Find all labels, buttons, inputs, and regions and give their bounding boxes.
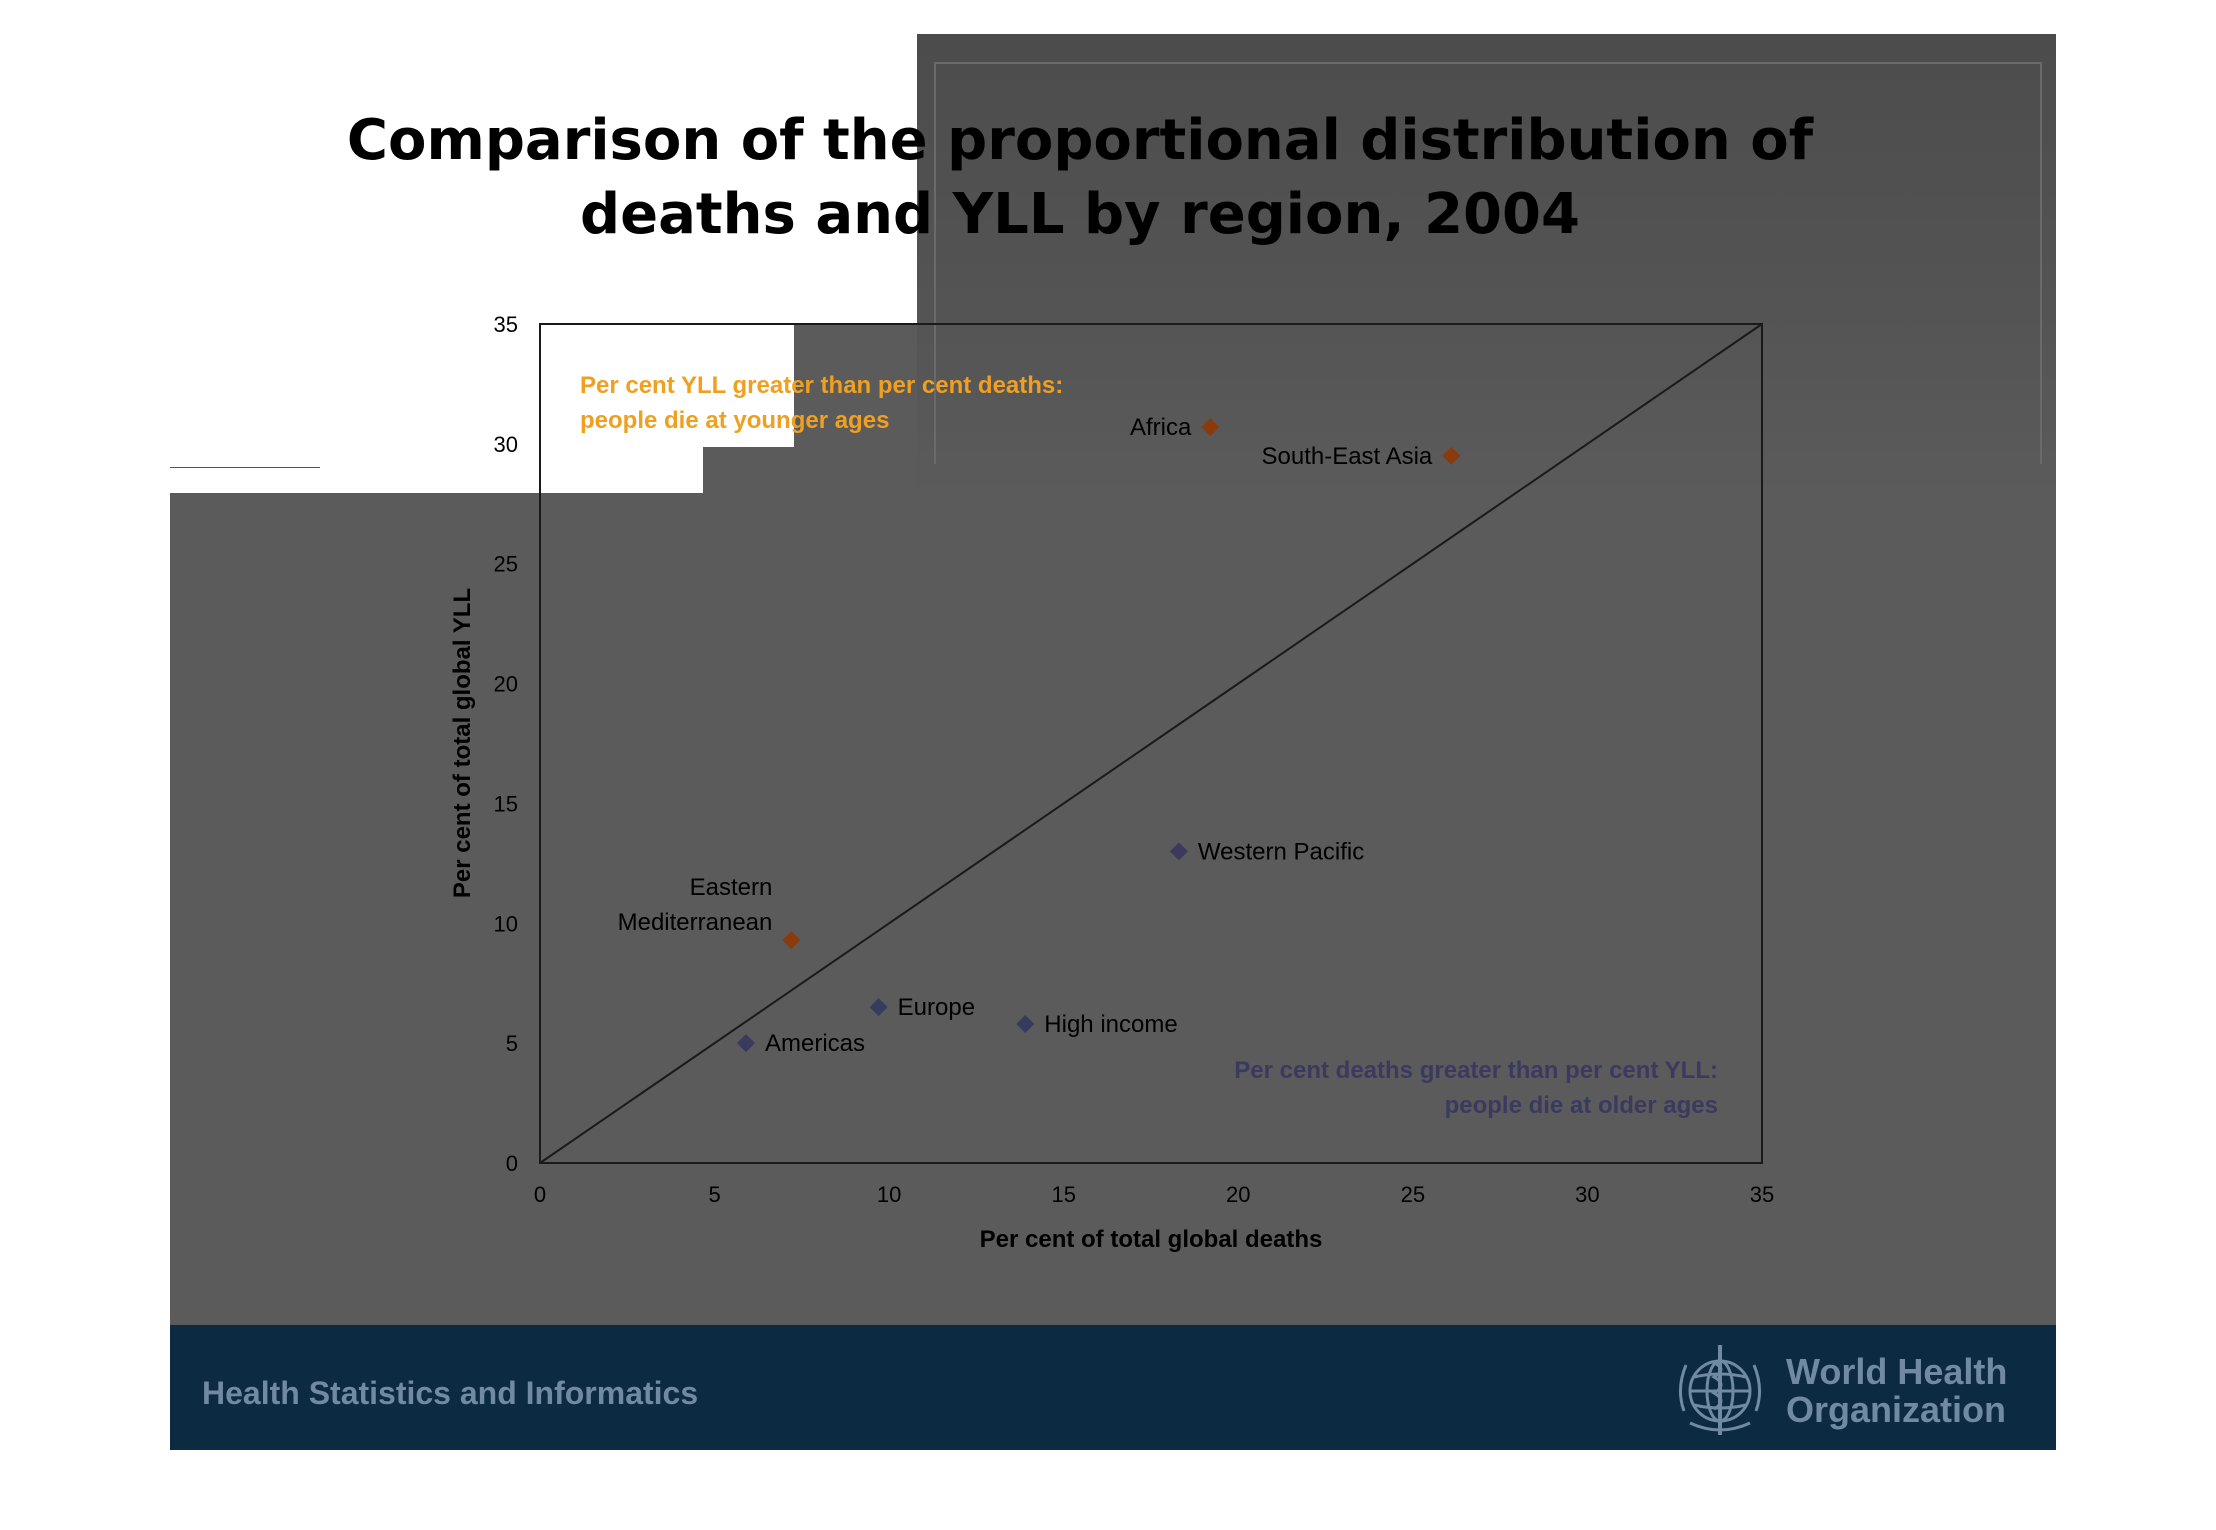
label-eastern-mediterranean: Mediterranean xyxy=(618,909,773,936)
annotation-younger-line-2: people die at younger ages xyxy=(580,407,889,434)
y-axis-title: Per cent of total global YLL xyxy=(449,588,476,898)
y-tick-label: 0 xyxy=(506,1151,518,1176)
x-tick-label: 35 xyxy=(1750,1182,1774,1207)
title-line-2: deaths and YLL by region, 2004 xyxy=(580,182,1580,247)
who-emblem-icon xyxy=(1679,1345,1761,1435)
point-eastern-mediterranean xyxy=(782,931,801,950)
page-title: Comparison of the proportional distribut… xyxy=(300,104,1860,252)
x-tick-label: 15 xyxy=(1051,1182,1075,1207)
y-axis-ticks: 0 5 10 15 20 25 30 35 xyxy=(494,312,518,1176)
footer-text: Health Statistics and Informatics xyxy=(202,1375,699,1411)
annotation-older-line-1: Per cent deaths greater than per cent YL… xyxy=(1234,1057,1718,1084)
who-name-line-2: Organization xyxy=(1786,1389,2007,1430)
point-americas xyxy=(736,1034,755,1053)
label-americas: Americas xyxy=(765,1030,865,1057)
who-name: World Health Organization xyxy=(1786,1353,2007,1429)
white-overlay-patch xyxy=(170,323,794,447)
x-tick-label: 25 xyxy=(1401,1182,1425,1207)
data-points xyxy=(736,418,1461,1053)
plot-frame xyxy=(539,323,1763,1164)
x-tick-label: 10 xyxy=(877,1182,901,1207)
point-europe xyxy=(869,998,888,1017)
x-tick-label: 20 xyxy=(1226,1182,1250,1207)
who-logo: World Health Organization xyxy=(1670,1341,2010,1441)
point-south-east-asia xyxy=(1442,446,1461,465)
label-africa: Africa xyxy=(1130,414,1192,441)
label-eastern-mediterranean: Eastern xyxy=(690,874,773,901)
y-tick-label: 35 xyxy=(494,312,518,337)
background-map-panel xyxy=(917,34,2056,494)
white-overlay-patch xyxy=(170,34,917,323)
annotation-older-line-2: people die at older ages xyxy=(1445,1092,1718,1119)
y-tick-label: 25 xyxy=(494,552,518,577)
data-point-labels: Africa South-East Asia Eastern Mediterranea… xyxy=(618,414,1433,1057)
label-south-east-asia: South-East Asia xyxy=(1261,443,1432,470)
point-western-pacific xyxy=(1169,842,1188,861)
annotation-younger-line-1: Per cent YLL greater than per cent death… xyxy=(580,372,1063,399)
label-high-income: High income xyxy=(1044,1011,1177,1038)
x-tick-label: 0 xyxy=(534,1182,546,1207)
equality-diagonal-line xyxy=(539,323,1763,1164)
x-tick-label: 30 xyxy=(1575,1182,1599,1207)
y-tick-label: 20 xyxy=(494,672,518,697)
x-axis-title: Per cent of total global deaths xyxy=(980,1226,1323,1253)
who-name-line-1: World Health xyxy=(1786,1351,2008,1392)
white-overlay-patch xyxy=(170,447,703,493)
label-europe: Europe xyxy=(898,994,975,1021)
point-high-income xyxy=(1016,1014,1035,1033)
y-tick-label: 5 xyxy=(506,1031,518,1056)
footer-bar: Health Statistics and Informatics World … xyxy=(170,1325,2056,1450)
y-tick-label: 30 xyxy=(494,432,518,457)
x-tick-label: 5 xyxy=(708,1182,720,1207)
title-line-1: Comparison of the proportional distribut… xyxy=(346,108,1814,173)
divider-line xyxy=(170,467,320,468)
label-western-pacific: Western Pacific xyxy=(1198,838,1364,865)
y-tick-label: 15 xyxy=(494,791,518,816)
point-africa xyxy=(1201,418,1220,437)
background-frame xyxy=(934,62,2042,464)
x-axis-ticks: 0 5 10 15 20 25 30 35 xyxy=(534,1182,1774,1207)
y-tick-label: 10 xyxy=(494,911,518,936)
